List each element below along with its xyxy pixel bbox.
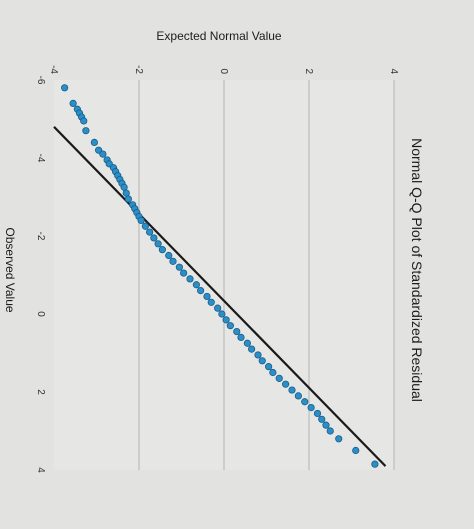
- data-point: [318, 415, 326, 423]
- data-point: [99, 150, 107, 158]
- data-point: [90, 138, 98, 146]
- data-point: [120, 183, 128, 191]
- data-point: [124, 195, 132, 203]
- data-point: [197, 286, 205, 295]
- data-point: [203, 292, 211, 301]
- data-point: [265, 363, 273, 371]
- y-tick-label: -4: [48, 65, 59, 74]
- data-point: [226, 322, 234, 330]
- data-point: [122, 189, 130, 197]
- data-point: [258, 357, 266, 365]
- x-tick-label: 2: [35, 389, 46, 395]
- data-point: [243, 339, 251, 347]
- x-tick-label: -4: [35, 154, 46, 163]
- data-point: [335, 435, 343, 443]
- y-tick-label: 0: [218, 68, 229, 74]
- data-point: [137, 216, 145, 224]
- data-point: [248, 345, 256, 353]
- data-point: [82, 127, 90, 135]
- data-point: [237, 333, 245, 341]
- reference-line-group: [53, 126, 387, 467]
- y-axis-label: Expected Normal Value: [156, 29, 282, 43]
- x-tick-label: 4: [35, 467, 46, 473]
- data-point: [269, 368, 277, 377]
- data-point: [282, 380, 290, 388]
- data-point: [80, 117, 88, 125]
- data-point: [61, 84, 69, 92]
- data-point: [169, 257, 177, 265]
- data-point: [233, 327, 241, 336]
- data-point: [218, 310, 226, 318]
- data-point: [275, 374, 283, 382]
- data-point: [371, 460, 379, 468]
- data-point: [154, 240, 162, 248]
- data-point: [165, 251, 173, 260]
- data-point: [222, 316, 230, 324]
- data-point: [307, 403, 315, 412]
- data-point: [146, 228, 154, 236]
- data-point: [186, 275, 194, 283]
- y-tick-label: 4: [388, 68, 399, 74]
- data-point: [175, 263, 183, 271]
- data-point: [180, 269, 188, 277]
- x-tick-label: -2: [35, 232, 46, 241]
- points-group: [61, 84, 379, 468]
- data-point: [322, 421, 330, 429]
- data-point: [294, 392, 302, 400]
- data-point: [288, 386, 296, 394]
- y-ticks: -4 -2 0 2 4: [48, 65, 399, 74]
- y-tick-label: 2: [303, 68, 314, 74]
- chart-title: Normal Q-Q Plot of Standardized Residual: [409, 138, 425, 402]
- data-point: [192, 281, 200, 289]
- data-point: [158, 246, 166, 254]
- data-point: [301, 398, 309, 406]
- grid: [138, 80, 395, 470]
- data-point: [352, 446, 360, 455]
- reference-line: [53, 126, 387, 467]
- data-point: [150, 234, 158, 242]
- x-tick-label: 0: [35, 311, 46, 317]
- x-ticks: -6 -4 -2 0 2 4: [35, 76, 46, 474]
- data-point: [254, 351, 262, 359]
- data-point: [69, 99, 77, 108]
- y-tick-label: -2: [133, 65, 144, 74]
- data-point: [207, 298, 215, 306]
- x-tick-label: -6: [35, 76, 46, 85]
- x-axis-label: Observed Value: [3, 227, 17, 312]
- data-point: [141, 222, 149, 230]
- data-point: [313, 409, 322, 418]
- data-point: [326, 427, 334, 435]
- data-point: [214, 304, 222, 312]
